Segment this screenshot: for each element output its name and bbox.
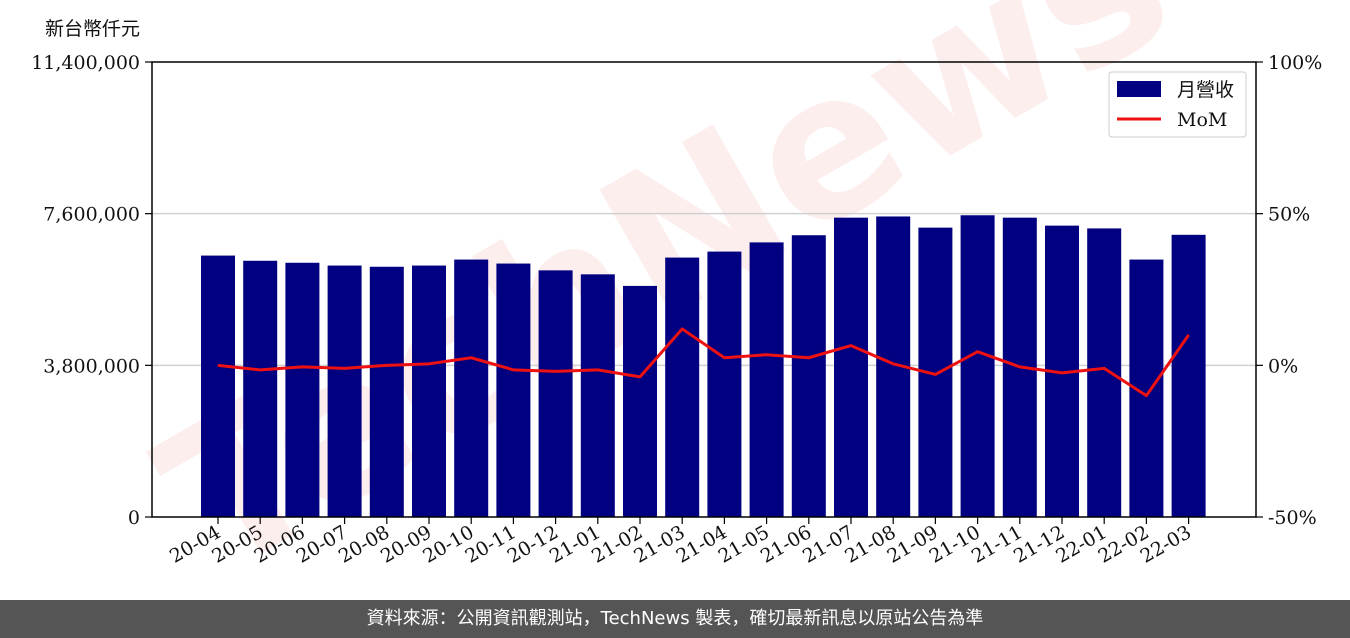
bar-20-06 <box>285 262 320 517</box>
right-tick-label: -50% <box>1268 507 1317 529</box>
bar-21-01 <box>580 274 615 517</box>
mom-point-20-04 <box>217 364 219 366</box>
mom-point-21-05 <box>766 354 768 356</box>
y-axis-unit-label: 新台幣仟元 <box>45 18 141 40</box>
mom-point-21-07 <box>850 345 852 347</box>
mom-point-20-10 <box>470 357 472 359</box>
left-tick-label: 0 <box>128 507 140 529</box>
left-tick-label: 11,400,000 <box>31 52 140 74</box>
right-tick-label: 50% <box>1268 204 1310 226</box>
mom-point-20-06 <box>301 366 303 368</box>
mom-point-21-01 <box>597 369 599 371</box>
mom-point-20-07 <box>344 367 346 369</box>
mom-point-20-08 <box>386 364 388 366</box>
mom-point-21-12 <box>1061 372 1063 374</box>
plot-frame <box>151 61 1257 518</box>
mom-point-21-11 <box>1019 366 1021 368</box>
bar-22-01 <box>1087 228 1122 517</box>
mom-point-20-09 <box>428 363 430 365</box>
mom-point-22-03 <box>1188 334 1190 336</box>
legend-label-revenue: 月營收 <box>1177 79 1234 101</box>
bar-20-07 <box>327 265 362 517</box>
bar-20-12 <box>538 270 573 517</box>
bar-21-04 <box>707 251 742 518</box>
mom-point-21-08 <box>892 363 894 365</box>
right-tick-label: 100% <box>1268 52 1322 74</box>
mom-point-21-06 <box>808 357 810 359</box>
bar-20-05 <box>243 260 278 517</box>
mom-point-22-02 <box>1145 395 1147 397</box>
mom-point-21-10 <box>977 351 979 353</box>
bar-22-03 <box>1171 234 1206 517</box>
bar-21-06 <box>791 235 826 517</box>
bar-21-03 <box>665 257 700 517</box>
bar-21-07 <box>834 217 868 517</box>
legend-label-mom: MoM <box>1177 109 1227 131</box>
left-tick-label: 3,800,000 <box>43 355 140 377</box>
right-tick-label: 0% <box>1268 355 1298 377</box>
source-footer: 資料來源：公開資訊觀測站，TechNews 製表，確切最新訊息以原站公告為準 <box>0 600 1350 638</box>
mom-point-21-02 <box>639 376 641 378</box>
bar-20-11 <box>496 263 531 517</box>
mom-line <box>217 327 1190 398</box>
bar-20-09 <box>412 265 446 517</box>
mom-point-21-09 <box>934 373 936 375</box>
mom-point-20-11 <box>512 369 514 371</box>
mom-point-20-12 <box>555 370 557 372</box>
bar-20-04 <box>201 255 235 517</box>
mom-point-21-04 <box>723 357 725 359</box>
bar-21-05 <box>749 242 784 517</box>
bar-20-10 <box>454 259 489 517</box>
mom-point-21-03 <box>681 328 683 330</box>
bar-20-08 <box>369 266 404 517</box>
legend-bar-swatch <box>1117 81 1161 97</box>
bar-21-02 <box>623 285 657 517</box>
bar-21-10 <box>960 215 995 517</box>
mom-point-20-05 <box>259 369 261 371</box>
left-tick-label: 7,600,000 <box>43 204 140 226</box>
mom-point-22-01 <box>1103 367 1105 369</box>
revenue-chart: TechNews03,800,0007,600,00011,400,000-50… <box>31 0 1322 600</box>
